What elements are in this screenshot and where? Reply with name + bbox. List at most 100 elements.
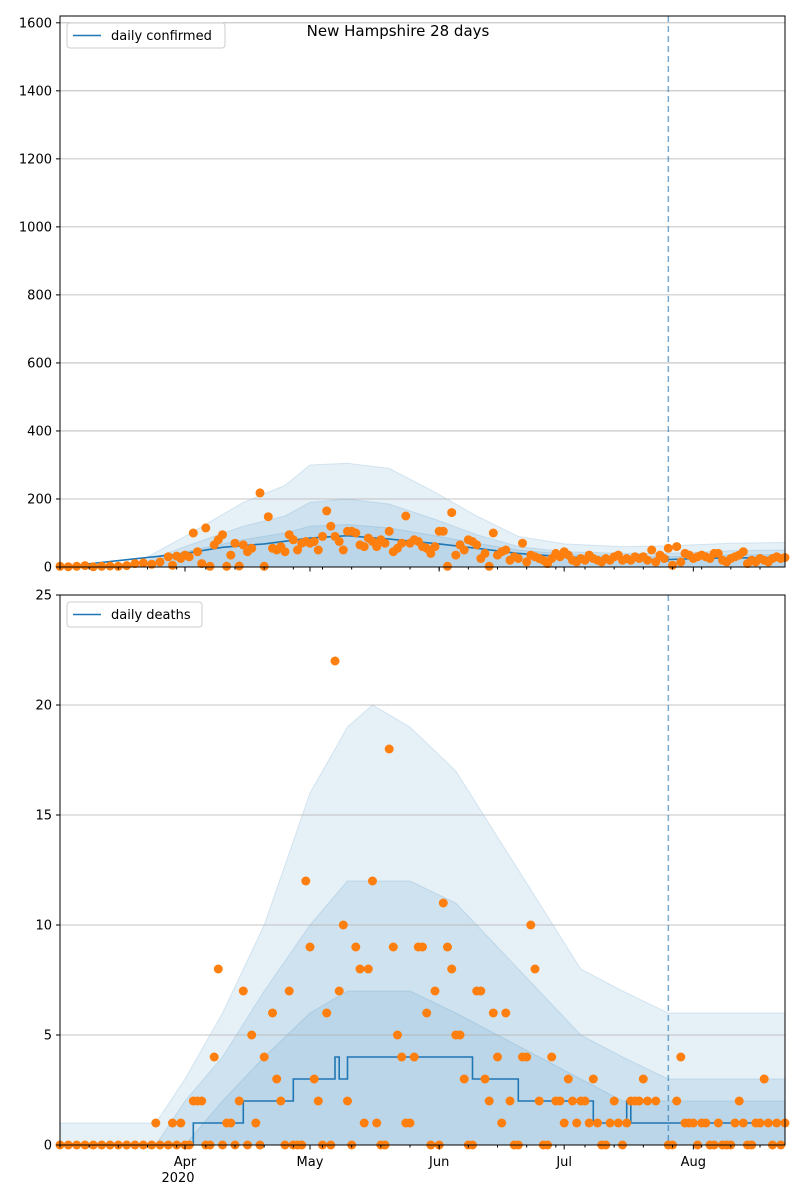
deaths-xticks: Apr May Jun Jul Aug	[59, 1145, 761, 1170]
deaths-data-point	[651, 1096, 661, 1106]
deaths-data-point	[484, 1096, 494, 1106]
confirmed-data-point	[372, 542, 382, 552]
deaths-data-point	[338, 920, 348, 930]
confirmed-data-point	[430, 542, 440, 552]
confirmed-data-point	[480, 548, 490, 558]
confirmed-panel: 0 200 400 600 800 1000 1200 1400 1600 New Hampsh…	[19, 15, 790, 576]
deaths-data-point	[368, 876, 377, 886]
deaths-data-point	[388, 942, 398, 952]
confirmed-data-point	[97, 561, 107, 571]
confirmed-data-point	[668, 560, 677, 570]
deaths-data-point	[572, 1118, 582, 1128]
deaths-ytick-label: 15	[35, 809, 52, 824]
deaths-data-point	[418, 942, 427, 952]
confirmed-data-point	[155, 557, 165, 567]
deaths-data-point	[459, 1074, 469, 1084]
confirmed-data-point	[201, 523, 211, 533]
deaths-ytick-label: 25	[35, 589, 52, 604]
confirmed-legend-box	[66, 22, 226, 49]
confirmed-data-point	[738, 547, 748, 557]
confirmed-data-point	[263, 512, 273, 522]
deaths-data-point	[755, 1118, 765, 1128]
deaths-data-point	[643, 1096, 652, 1106]
confirmed-data-point	[338, 545, 348, 555]
deaths-data-point	[701, 1118, 711, 1128]
confirmed-data-point	[659, 554, 669, 563]
deaths-data-point	[476, 986, 486, 996]
deaths-axes-frame	[59, 594, 786, 1146]
confirmed-data-point	[234, 561, 244, 571]
confirmed-data-point	[122, 561, 132, 571]
confirmed-data-point	[222, 561, 232, 571]
deaths-data-point	[734, 1096, 744, 1106]
deaths-data-point	[393, 1030, 402, 1040]
deaths-data-point	[530, 964, 540, 974]
deaths-data-point	[493, 1052, 502, 1062]
deaths-data-point	[409, 1052, 419, 1062]
confirmed-ytick-label: 1600	[19, 16, 52, 31]
x-tick-label: Aug	[681, 1155, 706, 1170]
confirmed-data-point	[713, 548, 723, 558]
deaths-ytick-label: 0	[44, 1139, 52, 1154]
deaths-data-point	[772, 1118, 782, 1128]
deaths-data-point	[634, 1096, 644, 1106]
confirmed-points	[55, 488, 790, 572]
confirmed-data-point	[193, 547, 202, 557]
confirmed-ytick-label: 1200	[19, 152, 52, 167]
confirmed-data-point	[255, 488, 265, 498]
deaths-data-point	[676, 1052, 686, 1062]
deaths-data-point	[763, 1118, 773, 1128]
confirmed-data-point	[443, 561, 452, 571]
confirmed-axes-frame	[59, 15, 786, 568]
confirmed-legend-label: daily confirmed	[111, 29, 212, 44]
deaths-data-point	[547, 1052, 557, 1062]
deaths-data-point	[197, 1096, 207, 1106]
confirmed-data-point	[247, 543, 257, 553]
confirmed-data-point	[522, 557, 532, 567]
deaths-data-point	[234, 1096, 244, 1106]
deaths-data-point	[343, 1096, 352, 1106]
confirmed-data-point	[663, 543, 673, 553]
confirmed-data-point	[513, 554, 523, 563]
confirmed-data-point	[397, 538, 407, 548]
confirmed-yticks: 0 200 400 600 800 1000 1200 1400 1600	[19, 16, 60, 576]
deaths-ytick-label: 5	[44, 1029, 52, 1044]
deaths-data-point	[534, 1096, 544, 1106]
confirmed-data-point	[488, 528, 498, 538]
deaths-data-point	[505, 1096, 515, 1106]
deaths-data-point	[322, 1008, 332, 1018]
x-year-label: 2020	[161, 1171, 194, 1186]
deaths-data-point	[588, 1074, 598, 1084]
confirmed-data-point	[113, 561, 123, 571]
confirmed-data-point	[288, 535, 298, 545]
deaths-ytick-label: 10	[35, 919, 52, 934]
confirmed-data-point	[351, 528, 361, 538]
deaths-data-point	[488, 1008, 498, 1018]
deaths-data-point	[309, 1074, 319, 1084]
confirmed-data-point	[384, 526, 394, 536]
confirmed-data-point	[322, 506, 332, 516]
deaths-data-point	[555, 1096, 565, 1106]
deaths-data-point	[672, 1096, 682, 1106]
deaths-data-point	[213, 964, 223, 974]
confirmed-data-point	[380, 538, 390, 548]
deaths-data-point	[351, 942, 361, 952]
x-tick-label: Jun	[428, 1155, 449, 1170]
deaths-data-point	[176, 1118, 186, 1128]
deaths-data-point	[151, 1118, 161, 1128]
deaths-data-point	[580, 1096, 590, 1106]
deaths-data-point	[622, 1118, 632, 1128]
confirmed-ytick-label: 1400	[19, 84, 52, 99]
confirmed-data-point	[293, 545, 302, 555]
deaths-data-point	[713, 1118, 723, 1128]
deaths-data-point	[259, 1052, 269, 1062]
deaths-data-point	[438, 898, 448, 908]
deaths-data-point	[247, 1030, 257, 1040]
chart-title: New Hampshire 28 days	[307, 22, 490, 40]
deaths-data-point	[276, 1096, 286, 1106]
deaths-band-2	[60, 990, 786, 1146]
deaths-data-point	[497, 1118, 507, 1128]
x-tick-label: May	[297, 1155, 324, 1170]
